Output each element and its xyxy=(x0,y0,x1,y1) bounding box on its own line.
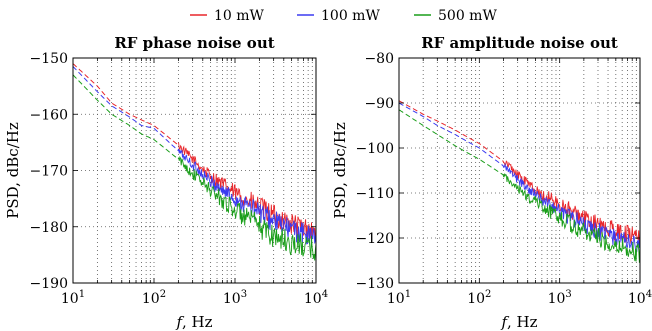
x-tick-base: 10 xyxy=(628,291,646,307)
x-tick-exponent: 1 xyxy=(79,289,85,300)
series-line-2 xyxy=(72,74,180,160)
chart-title: RF phase noise out xyxy=(114,34,274,52)
y-tick-label: −180 xyxy=(30,220,68,236)
y-tick-label: −110 xyxy=(356,186,394,202)
y-tick-label: −90 xyxy=(364,96,394,112)
x-axis-label-symbol: f xyxy=(175,313,184,331)
y-tick-label: −120 xyxy=(356,231,394,247)
series-line-0 xyxy=(72,63,180,146)
x-tick-exponent: 4 xyxy=(646,289,652,300)
series-line-0 xyxy=(398,100,505,164)
x-tick-base: 10 xyxy=(304,291,322,307)
x-axis-label-symbol: f xyxy=(500,313,509,331)
x-tick-base: 10 xyxy=(548,291,566,307)
series-line-1 xyxy=(72,66,180,152)
x-tick-base: 10 xyxy=(387,291,405,307)
x-tick-exponent: 2 xyxy=(160,289,166,300)
x-tick-exponent: 3 xyxy=(565,289,571,300)
x-tick-exponent: 2 xyxy=(485,289,491,300)
series-noise-0 xyxy=(503,160,641,247)
y-tick-label: −150 xyxy=(30,51,68,67)
y-tick-label: −160 xyxy=(30,107,68,123)
x-tick-exponent: 3 xyxy=(241,289,247,300)
y-tick-label: −100 xyxy=(356,141,394,157)
y-axis-label: PSD, dBc/Hz xyxy=(4,122,22,219)
series-line-1 xyxy=(398,102,505,168)
chart-title: RF amplitude noise out xyxy=(421,34,618,52)
legend-label-0: 10 mW xyxy=(214,8,265,24)
y-tick-label: −170 xyxy=(30,164,68,180)
x-tick-label: 104 xyxy=(304,289,328,307)
y-tick-label: −130 xyxy=(356,276,394,292)
series-line-2 xyxy=(398,109,505,178)
legend-label-2: 500 mW xyxy=(438,8,497,24)
series-noise-2 xyxy=(178,155,317,261)
y-tick-label: −190 xyxy=(30,276,68,292)
series-noise-2 xyxy=(503,172,641,263)
grid xyxy=(399,58,640,283)
series-noise-1 xyxy=(503,162,641,253)
x-axis-label: f, Hz xyxy=(500,313,537,331)
x-axis-label-unit: , Hz xyxy=(182,313,213,331)
x-tick-label: 103 xyxy=(548,289,572,307)
x-tick-exponent: 1 xyxy=(405,289,411,300)
series-noise-1 xyxy=(178,148,317,245)
x-tick-base: 10 xyxy=(223,291,241,307)
x-tick-label: 101 xyxy=(387,289,411,307)
x-tick-base: 10 xyxy=(142,291,160,307)
x-tick-base: 10 xyxy=(467,291,485,307)
x-tick-label: 102 xyxy=(142,289,166,307)
x-tick-label: 104 xyxy=(628,289,652,307)
plot-area xyxy=(399,58,640,283)
x-axis-label: f, Hz xyxy=(175,313,212,331)
x-tick-label: 101 xyxy=(61,289,85,307)
x-tick-label: 102 xyxy=(467,289,491,307)
x-tick-label: 103 xyxy=(223,289,247,307)
y-axis-label: PSD, dBc/Hz xyxy=(331,122,349,219)
x-tick-exponent: 4 xyxy=(322,289,328,300)
plot-frame xyxy=(398,57,641,284)
legend-label-1: 100 mW xyxy=(321,8,380,24)
x-axis-label-unit: , Hz xyxy=(507,313,538,331)
x-tick-base: 10 xyxy=(61,291,79,307)
y-tick-label: −80 xyxy=(364,51,394,67)
legend: 10 mW 100 mW 500 mW xyxy=(190,8,497,24)
